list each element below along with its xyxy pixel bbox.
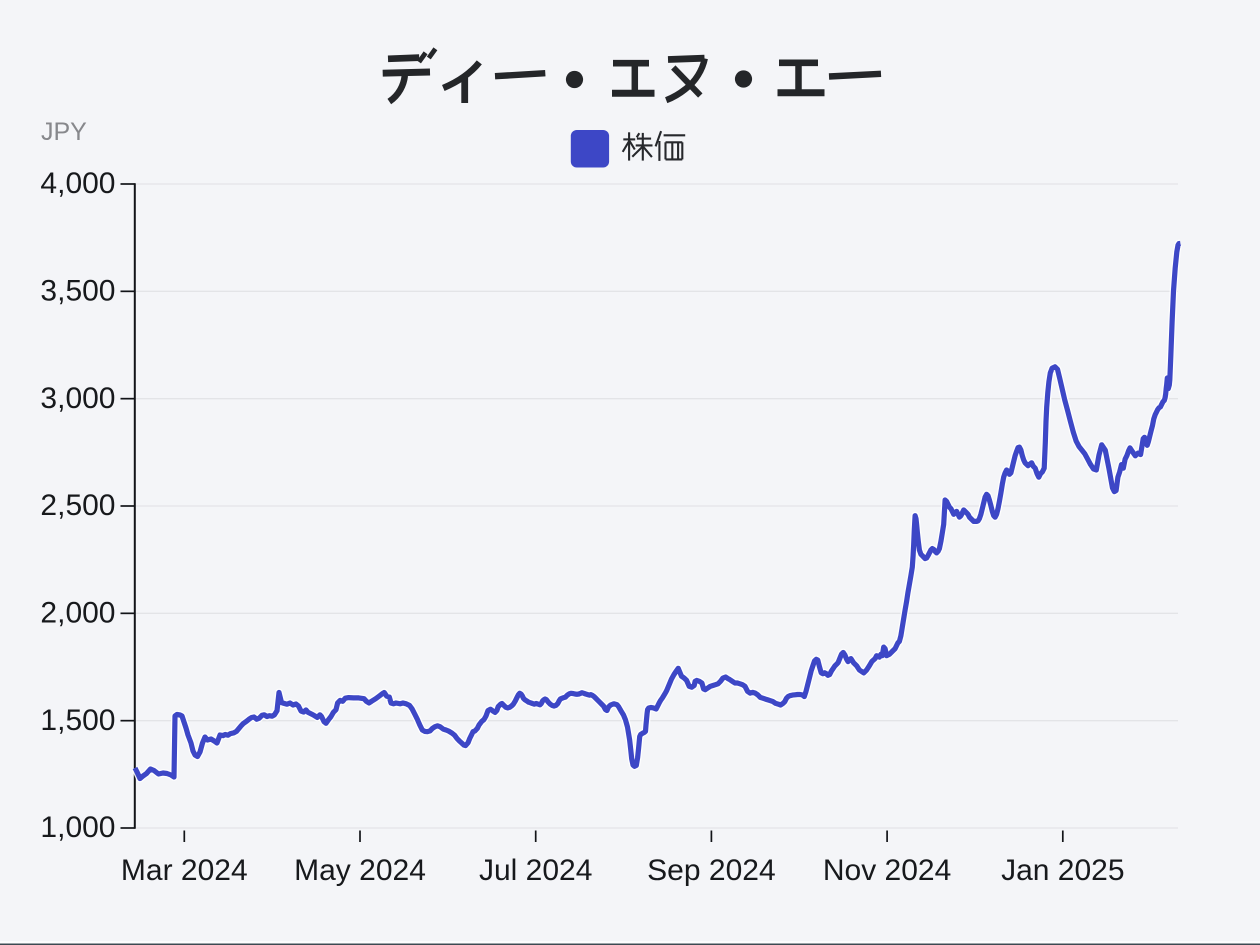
svg-text:Mar 2024: Mar 2024 <box>121 854 248 887</box>
svg-text:3,500: 3,500 <box>40 275 115 308</box>
svg-text:4,000: 4,000 <box>40 167 115 200</box>
svg-text:Sep 2024: Sep 2024 <box>647 854 775 887</box>
svg-text:2,500: 2,500 <box>40 489 115 522</box>
svg-text:JPY: JPY <box>41 118 87 146</box>
svg-text:Jan 2025: Jan 2025 <box>1001 854 1124 887</box>
svg-text:Jul 2024: Jul 2024 <box>479 854 592 887</box>
svg-text:1,500: 1,500 <box>40 704 115 737</box>
svg-text:May 2024: May 2024 <box>294 854 426 887</box>
svg-text:2,000: 2,000 <box>40 597 115 630</box>
svg-text:Nov 2024: Nov 2024 <box>823 854 951 887</box>
svg-text:3,000: 3,000 <box>40 382 115 415</box>
svg-text:1,000: 1,000 <box>40 811 115 844</box>
